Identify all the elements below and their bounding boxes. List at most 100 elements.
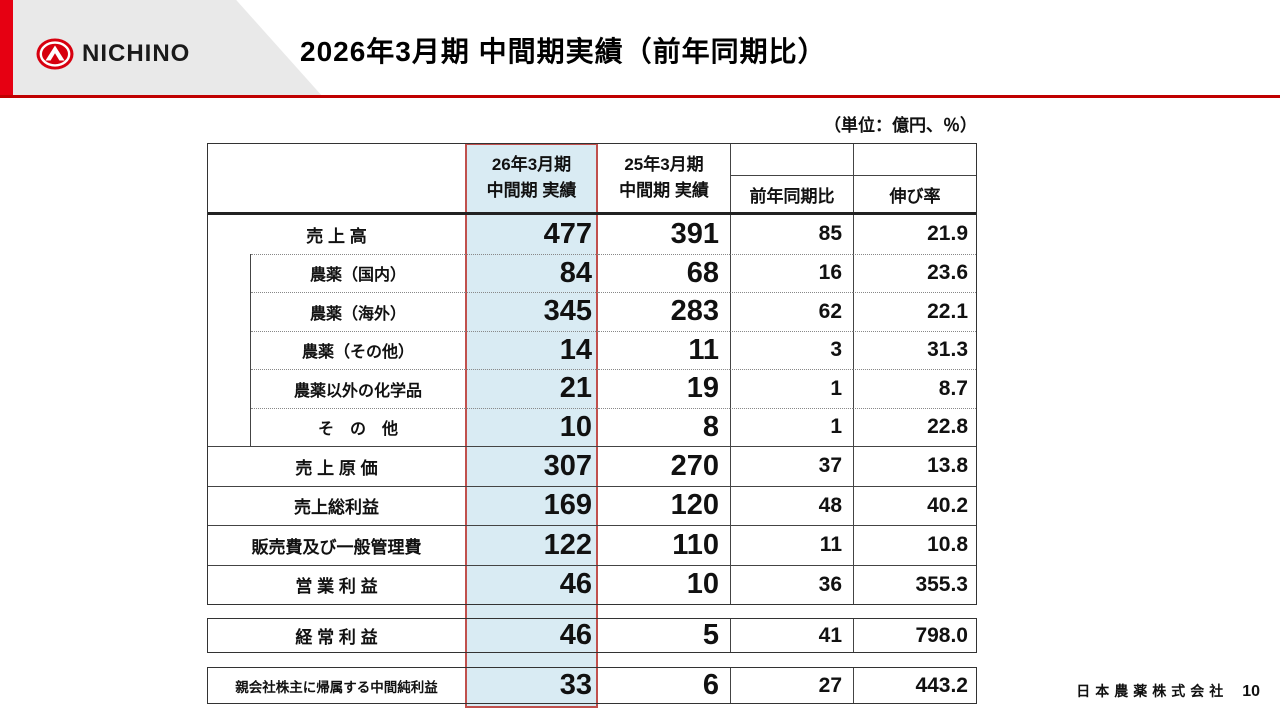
growth-rate-value: 355.3 xyxy=(853,565,976,604)
fy26-value: 345 xyxy=(465,292,598,331)
row-label: 農薬（海外） xyxy=(251,292,465,331)
header-label-cell xyxy=(208,144,465,212)
table-row-net-income: 親会社株主に帰属する中間純利益 33 6 27 443.2 xyxy=(208,668,976,703)
growth-rate-value: 8.7 xyxy=(853,369,976,408)
company-name: 日本農薬株式会社 xyxy=(1076,683,1229,699)
table-row-sga: 販売費及び一般管理費 122 110 11 10.8 xyxy=(208,525,976,565)
growth-rate-value: 23.6 xyxy=(853,253,976,292)
company-logo: NICHINO xyxy=(36,38,190,70)
yoy-diff-value: 3 xyxy=(730,330,853,369)
table-row-agchem-domestic: 農薬（国内） 84 68 16 23.6 xyxy=(208,253,976,293)
fy25-value: 391 xyxy=(670,217,719,250)
table-row-net-sales: 売 上 高 477 391 85 21.9 xyxy=(208,215,976,254)
yoy-diff-value: 41 xyxy=(730,619,853,652)
row-label: 農薬（国内） xyxy=(251,253,465,293)
unit-note: （単位：億円、％） xyxy=(824,116,977,135)
fy26-value: 169 xyxy=(543,489,592,522)
growth-rate-value: 22.8 xyxy=(853,407,976,446)
yoy-diff-value: 85 xyxy=(730,215,853,254)
table-header: 26年3月期 中間期 実績 25年3月期 中間期 実績 前年同期比 伸び率 xyxy=(208,144,976,215)
table-row-non-agchem: 農薬以外の化学品 21 19 1 8.7 xyxy=(208,369,976,408)
header-empty-cell xyxy=(853,144,976,175)
row-label: 農薬（その他） xyxy=(251,330,465,370)
net-income-table: 親会社株主に帰属する中間純利益 33 6 27 443.2 xyxy=(207,667,977,704)
fy26-value: 122 xyxy=(543,528,592,561)
indent-spacer xyxy=(208,407,251,446)
fy26-value: 46 xyxy=(559,568,592,601)
yoy-diff-value: 27 xyxy=(730,668,853,703)
fy25-value: 6 xyxy=(702,669,719,701)
yoy-diff-value: 1 xyxy=(730,407,853,446)
table-row-agchem-overseas: 農薬（海外） 345 283 62 22.1 xyxy=(208,292,976,331)
indent-spacer xyxy=(208,292,251,331)
growth-rate-value: 10.8 xyxy=(853,526,976,565)
header-growth-rate: 伸び率 xyxy=(853,175,976,212)
header-fy26: 26年3月期 中間期 実績 xyxy=(465,144,598,212)
fy25-value: 10 xyxy=(686,568,719,601)
yoy-diff-value: 36 xyxy=(730,565,853,604)
row-label: 売 上 原 価 xyxy=(295,458,378,478)
fy25-value: 11 xyxy=(598,330,730,370)
row-label: 販売費及び一般管理費 xyxy=(251,537,422,557)
fy26-value: 21 xyxy=(465,369,598,408)
fy25-value: 270 xyxy=(670,449,719,482)
row-label: 営 業 利 益 xyxy=(295,577,378,597)
fy25-value: 5 xyxy=(702,619,719,651)
header-fy26-line1: 26年3月期 xyxy=(491,155,572,174)
growth-rate-value: 798.0 xyxy=(853,619,976,652)
yoy-diff-value: 11 xyxy=(730,526,853,565)
yoy-diff-value: 48 xyxy=(730,486,853,525)
fy26-value: 46 xyxy=(559,619,592,651)
header-red-bar xyxy=(0,0,13,97)
header-fy25-line2: 中間期 実績 xyxy=(619,181,709,200)
header-empty-cell xyxy=(730,144,853,175)
growth-rate-value: 13.8 xyxy=(853,447,976,486)
row-label: 親会社株主に帰属する中間純利益 xyxy=(235,679,438,695)
table-row-ordinary-income: 経 常 利 益 46 5 41 798.0 xyxy=(208,619,976,652)
ordinary-income-table: 経 常 利 益 46 5 41 798.0 xyxy=(207,618,977,653)
header-fy25-line1: 25年3月期 xyxy=(624,155,704,174)
growth-rate-value: 443.2 xyxy=(853,668,976,703)
fy26-value: 33 xyxy=(559,669,592,701)
fy26-value: 10 xyxy=(465,407,598,447)
fy25-value: 19 xyxy=(598,369,730,408)
row-label: 農薬以外の化学品 xyxy=(251,369,465,408)
logo-text: NICHINO xyxy=(82,40,191,67)
fy26-value: 14 xyxy=(465,330,598,370)
results-table: 26年3月期 中間期 実績 25年3月期 中間期 実績 前年同期比 伸び率 売 … xyxy=(207,143,977,605)
yoy-diff-value: 1 xyxy=(730,369,853,408)
nichino-logo-icon xyxy=(36,38,74,70)
table-row-agchem-other: 農薬（その他） 14 11 3 31.3 xyxy=(208,330,976,370)
yoy-diff-value: 16 xyxy=(730,253,853,292)
header-fy25: 25年3月期 中間期 実績 xyxy=(598,144,730,212)
fy25-value: 68 xyxy=(598,253,730,293)
table-row-operating-income: 営 業 利 益 46 10 36 355.3 xyxy=(208,564,976,604)
fy25-value: 283 xyxy=(598,292,730,331)
fy25-value: 110 xyxy=(672,528,719,561)
fy26-value: 477 xyxy=(543,217,592,250)
slide-header: NICHINO 2026年3月期 中間期実績（前年同期比） xyxy=(0,0,1280,98)
growth-rate-value: 40.2 xyxy=(853,486,976,525)
fy26-value: 84 xyxy=(465,253,598,293)
indent-spacer xyxy=(208,369,251,408)
yoy-diff-value: 62 xyxy=(730,292,853,331)
header-yoy-diff: 前年同期比 xyxy=(730,175,853,212)
row-label: そ の 他 xyxy=(251,407,465,447)
highlight-column-band xyxy=(465,143,598,708)
yoy-diff-value: 37 xyxy=(730,447,853,486)
table-row-others: そ の 他 10 8 1 22.8 xyxy=(208,407,976,447)
row-label: 売 上 高 xyxy=(306,226,367,246)
table-row-gross-profit: 売上総利益 169 120 48 40.2 xyxy=(208,485,976,525)
indent-spacer xyxy=(208,253,251,292)
fy25-value: 8 xyxy=(598,407,730,447)
growth-rate-value: 31.3 xyxy=(853,330,976,369)
header-fy26-line2: 中間期 実績 xyxy=(486,181,577,200)
row-label: 売上総利益 xyxy=(294,498,379,518)
slide-footer: 日本農薬株式会社 10 xyxy=(1076,681,1260,701)
fy25-value: 120 xyxy=(670,489,719,522)
table-row-cost-of-sales: 売 上 原 価 307 270 37 13.8 xyxy=(208,446,976,486)
growth-rate-value: 22.1 xyxy=(853,292,976,331)
row-label: 経 常 利 益 xyxy=(295,628,378,647)
page-title: 2026年3月期 中間期実績（前年同期比） xyxy=(300,36,827,67)
